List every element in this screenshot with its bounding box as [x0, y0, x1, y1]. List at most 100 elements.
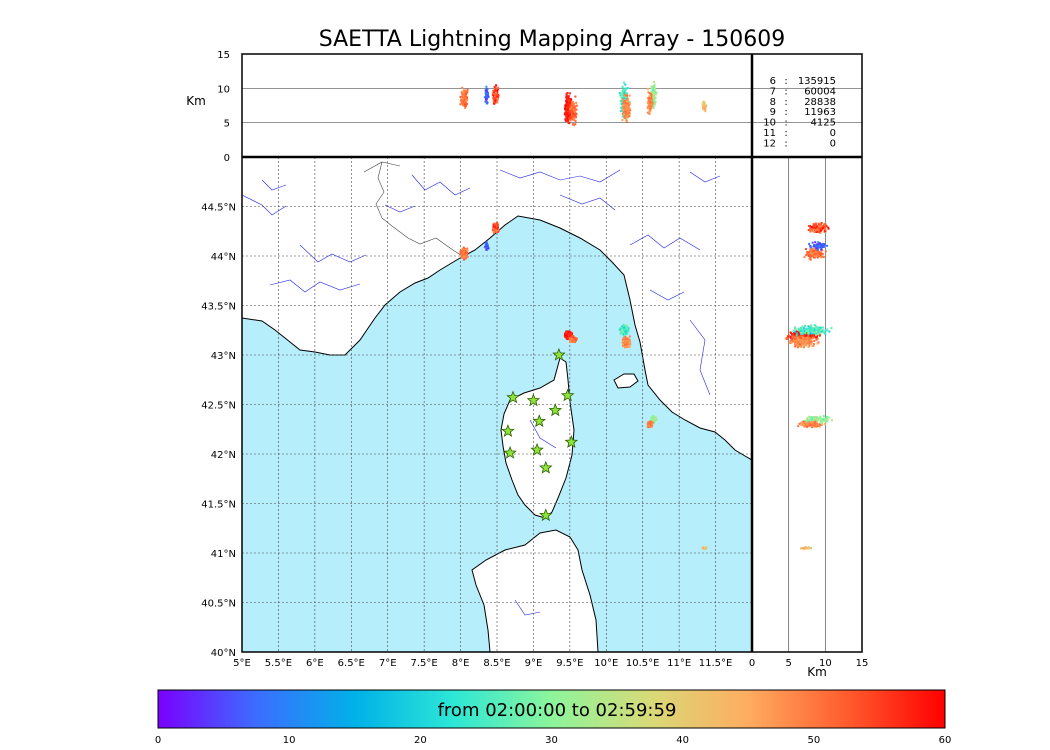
panel-frames — [241, 53, 863, 653]
altitude-source-point — [648, 98, 651, 101]
altitude-source-point — [628, 103, 631, 106]
altitude-source-point — [571, 101, 574, 104]
altitude-lat-source-point — [786, 337, 789, 340]
altitude-source-point — [704, 110, 707, 113]
altitude-source-point — [567, 108, 570, 111]
lightning-source-point — [624, 341, 627, 344]
altitude-lat-source-point — [797, 338, 800, 341]
altitude-source-point — [466, 88, 469, 91]
altitude-source-point — [494, 89, 497, 92]
altitude-source-point — [647, 99, 650, 102]
altitude-source-point — [623, 103, 626, 106]
altitude-lat-source-point — [810, 246, 813, 249]
altitude-source-point — [619, 94, 622, 97]
altitude-lat-tick-label: 0 — [749, 658, 755, 669]
altitude-source-point — [626, 110, 629, 113]
altitude-lat-source-point — [808, 327, 811, 330]
altitude-source-point — [572, 118, 575, 121]
altitude-source-point — [462, 100, 465, 103]
lightning-source-point — [569, 341, 572, 344]
altitude-lat-source-point — [803, 424, 806, 427]
colorbar-tick-label: 0 — [155, 735, 161, 746]
lightning-source-point — [565, 336, 568, 339]
altitude-lat-source-point — [814, 325, 817, 328]
altitude-lat-source-point — [806, 422, 809, 425]
altitude-source-point — [626, 97, 629, 100]
altitude-lat-source-point — [820, 423, 823, 426]
altitude-source-point — [654, 92, 657, 95]
lightning-source-point — [626, 325, 629, 328]
altitude-source-point — [625, 111, 628, 114]
lightning-source-point — [621, 344, 624, 347]
lightning-source-point — [465, 248, 468, 251]
altitude-lat-source-point — [812, 245, 815, 248]
lightning-source-point — [464, 254, 467, 257]
altitude-lat-source-point — [804, 341, 807, 344]
altitude-lat-source-point — [826, 419, 829, 422]
altitude-source-point — [497, 87, 500, 90]
altitude-lat-source-point — [801, 336, 804, 339]
altitude-source-point — [648, 106, 651, 109]
altitude-lat-source-point — [803, 422, 806, 425]
lightning-source-point — [621, 328, 624, 331]
altitude-source-point — [648, 107, 651, 110]
altitude-lat-source-point — [792, 334, 795, 337]
altitude-source-point — [461, 97, 464, 100]
altitude-lat-source-point — [804, 324, 807, 327]
altitude-source-point — [653, 83, 656, 86]
stat-station-count: 6 — [770, 76, 776, 87]
altitude-lat-source-point — [810, 339, 813, 342]
altitude-source-point — [574, 114, 577, 117]
altitude-lat-source-point — [801, 332, 804, 335]
altitude-lat-source-point — [809, 422, 812, 425]
lat-tick-label: 40.5°N — [201, 599, 236, 610]
altitude-source-point — [564, 109, 567, 112]
altitude-lat-source-point — [811, 241, 814, 244]
altitude-source-point — [485, 102, 488, 105]
altitude-lat-source-point — [809, 227, 812, 230]
altitude-lat-source-point — [808, 325, 811, 328]
altitude-lat-source-point — [801, 341, 804, 344]
altitude-source-point — [653, 90, 656, 93]
altitude-source-point — [651, 103, 654, 106]
altitude-source-point — [464, 106, 467, 109]
station-star-icon — [539, 460, 553, 474]
altitude-lat-source-point — [795, 330, 798, 333]
stat-separator: : — [784, 97, 787, 108]
altitude-source-point — [464, 98, 467, 101]
altitude-source-point — [495, 100, 498, 103]
altitude-lat-source-point — [815, 246, 818, 249]
altitude-lat-source-point — [819, 254, 822, 257]
altitude-source-point — [569, 92, 572, 95]
altitude-lat-source-point — [822, 415, 825, 418]
lightning-source-point — [622, 343, 625, 346]
altitude-lat-source-point — [815, 245, 818, 248]
altitude-source-point — [622, 113, 625, 116]
altitude-lat-source-point — [805, 419, 808, 422]
altitude-lat-source-point — [799, 339, 802, 342]
altitude-source-point — [464, 105, 467, 108]
altitude-source-point — [624, 101, 627, 104]
station-star-icon — [503, 445, 517, 459]
altitude-source-point — [459, 95, 462, 98]
lightning-source-point — [465, 251, 468, 254]
stat-separator: : — [784, 138, 787, 149]
altitude-lat-source-point — [817, 332, 820, 335]
lightning-source-point — [491, 229, 494, 232]
altitude-lat-source-point — [813, 335, 816, 338]
altitude-lat-source-point — [814, 227, 817, 230]
altitude-lat-source-point — [811, 229, 814, 232]
altitude-source-point — [570, 98, 573, 101]
altitude-source-point — [574, 111, 577, 114]
altitude-source-point — [623, 95, 626, 98]
altitude-source-point — [571, 114, 574, 117]
altitude-lat-source-point — [804, 248, 807, 251]
stat-source-count: 60004 — [804, 86, 836, 97]
altitude-lat-source-point — [810, 419, 813, 422]
altitude-source-point — [647, 105, 650, 108]
lon-tick-label: 11.5°E — [699, 658, 733, 669]
colorbar-tick-label: 10 — [283, 735, 296, 746]
altitude-source-point — [566, 109, 569, 112]
altitude-lat-source-point — [812, 228, 815, 231]
altitude-lat-source-point — [803, 346, 806, 349]
